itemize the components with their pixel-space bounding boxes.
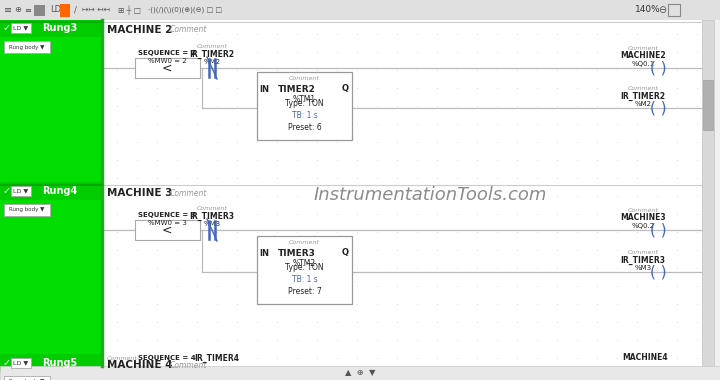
Bar xyxy=(11,358,31,368)
Text: Type: TON: Type: TON xyxy=(285,98,324,108)
Text: <: < xyxy=(162,62,172,74)
Text: ↦↦ ↤↤: ↦↦ ↤↤ xyxy=(82,5,110,14)
Text: Comment: Comment xyxy=(628,46,658,51)
Text: Rung body ▼: Rung body ▼ xyxy=(9,207,45,212)
Text: Type: TON: Type: TON xyxy=(285,263,324,271)
Bar xyxy=(11,23,31,33)
Text: LD: LD xyxy=(50,5,61,14)
Bar xyxy=(257,72,352,140)
Text: /: / xyxy=(74,5,77,14)
Text: Comment: Comment xyxy=(170,25,207,35)
Text: ▲  ⊕  ▼: ▲ ⊕ ▼ xyxy=(345,369,375,377)
Text: %M3: %M3 xyxy=(634,265,652,271)
Text: MACHINE2: MACHINE2 xyxy=(620,52,666,60)
Bar xyxy=(0,19,102,37)
Text: %TM2: %TM2 xyxy=(293,260,316,269)
Text: Q: Q xyxy=(341,249,348,258)
Bar xyxy=(135,220,199,240)
Bar xyxy=(4,376,50,380)
Text: ( ): ( ) xyxy=(649,100,666,116)
Bar xyxy=(257,236,352,304)
Text: MACHINE3: MACHINE3 xyxy=(620,214,666,223)
Text: Comment: Comment xyxy=(628,207,658,212)
Text: %M2: %M2 xyxy=(634,101,652,107)
Bar xyxy=(703,80,713,130)
Text: IR_TIMER3: IR_TIMER3 xyxy=(621,255,665,264)
Text: Rung4: Rung4 xyxy=(42,186,78,196)
Text: InstrumentationTools.com: InstrumentationTools.com xyxy=(313,186,546,204)
Text: %TM1: %TM1 xyxy=(293,95,316,104)
Bar xyxy=(4,41,50,53)
Text: ( ): ( ) xyxy=(649,223,666,238)
Text: Rung3: Rung3 xyxy=(42,23,78,33)
Text: ( ): ( ) xyxy=(649,264,666,280)
Text: Comment: Comment xyxy=(107,356,138,361)
Text: LD ▼: LD ▼ xyxy=(14,25,29,30)
Bar xyxy=(34,5,45,16)
Text: %MW0 = 2: %MW0 = 2 xyxy=(148,58,186,64)
Text: Comment: Comment xyxy=(289,76,320,81)
Text: SEQUENCE = 4: SEQUENCE = 4 xyxy=(138,355,196,361)
Text: ✓: ✓ xyxy=(3,186,11,196)
Text: TIMER3: TIMER3 xyxy=(278,249,316,258)
Text: LD ▼: LD ▼ xyxy=(14,361,29,366)
Text: ⊖: ⊖ xyxy=(658,5,666,15)
Text: Comment: Comment xyxy=(170,188,207,198)
Bar xyxy=(4,204,50,216)
Text: %MW0 = 3: %MW0 = 3 xyxy=(148,220,186,226)
Bar xyxy=(702,20,714,366)
Text: MACHINE 2: MACHINE 2 xyxy=(107,25,172,35)
Text: IN: IN xyxy=(259,84,269,93)
Text: Rung5: Rung5 xyxy=(42,358,78,368)
Text: <: < xyxy=(162,223,172,236)
Text: Comment: Comment xyxy=(197,43,228,49)
Text: ·()(/)(\)(0)(⊕)(⊖) □ □: ·()(/)(\)(0)(⊕)(⊖) □ □ xyxy=(148,7,222,13)
Text: ⊞ ┼ □: ⊞ ┼ □ xyxy=(118,5,141,15)
Text: %M3: %M3 xyxy=(204,221,220,227)
Bar xyxy=(0,20,102,366)
Bar xyxy=(668,4,680,16)
Text: Comment: Comment xyxy=(170,361,207,369)
Text: ✓: ✓ xyxy=(3,358,11,368)
Text: IR_TIMER2: IR_TIMER2 xyxy=(621,92,665,101)
Text: IR_TIMER2: IR_TIMER2 xyxy=(189,49,235,59)
Bar xyxy=(135,58,199,78)
Text: IR_TIMER4: IR_TIMER4 xyxy=(194,353,240,363)
Text: Comment: Comment xyxy=(628,86,658,90)
Text: LD ▼: LD ▼ xyxy=(14,188,29,193)
Text: Comment: Comment xyxy=(197,206,228,211)
Text: ✓: ✓ xyxy=(3,23,11,33)
Text: TB: 1 s: TB: 1 s xyxy=(292,274,318,283)
Text: ≡: ≡ xyxy=(24,5,31,14)
Text: SEQUENCE = 3: SEQUENCE = 3 xyxy=(138,212,196,218)
Text: IR_TIMER3: IR_TIMER3 xyxy=(189,211,235,220)
Text: MACHINE 3: MACHINE 3 xyxy=(107,188,172,198)
Bar xyxy=(60,4,70,17)
Text: TB: 1 s: TB: 1 s xyxy=(292,111,318,119)
Bar xyxy=(0,182,102,200)
Text: MACHINE 4: MACHINE 4 xyxy=(107,360,173,370)
Text: Comment: Comment xyxy=(289,241,320,245)
Text: ( ): ( ) xyxy=(649,60,666,76)
Text: Rung body ▼: Rung body ▼ xyxy=(9,44,45,49)
Text: ≡: ≡ xyxy=(4,5,12,15)
Text: SEQUENCE = 2: SEQUENCE = 2 xyxy=(138,50,196,56)
Text: %M2: %M2 xyxy=(204,59,220,65)
Bar xyxy=(0,0,720,20)
Text: %Q0.2: %Q0.2 xyxy=(631,223,654,229)
Bar xyxy=(0,354,102,372)
Text: Preset: 7: Preset: 7 xyxy=(287,287,321,296)
Text: Q: Q xyxy=(341,84,348,93)
Text: MACHINE4: MACHINE4 xyxy=(622,353,668,363)
Text: %Q0.1: %Q0.1 xyxy=(631,61,654,67)
Bar xyxy=(11,186,31,196)
Text: TIMER2: TIMER2 xyxy=(278,84,316,93)
Text: Comment: Comment xyxy=(628,250,658,255)
Bar xyxy=(0,366,720,380)
Text: Preset: 6: Preset: 6 xyxy=(287,122,321,131)
Bar xyxy=(102,20,702,366)
Text: IN: IN xyxy=(259,249,269,258)
Text: ⊕: ⊕ xyxy=(14,5,21,14)
Text: 140%: 140% xyxy=(635,5,661,14)
